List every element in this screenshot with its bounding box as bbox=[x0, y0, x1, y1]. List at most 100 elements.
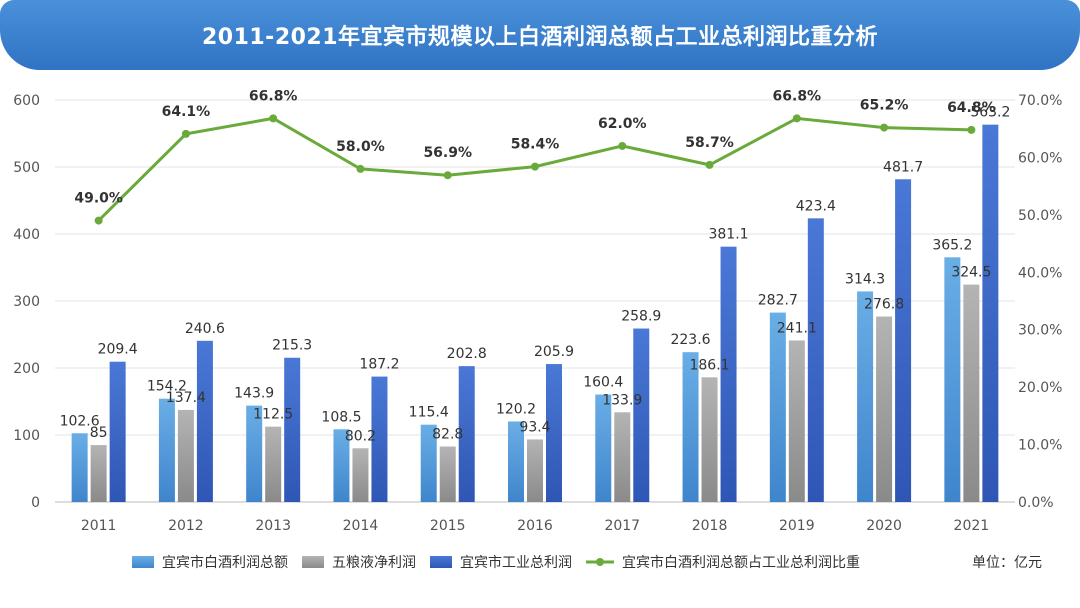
ratio-point bbox=[618, 141, 627, 150]
bar-series-3 bbox=[807, 218, 824, 502]
unit-label: 单位：亿元 bbox=[972, 555, 1042, 571]
bar-label: 108.5 bbox=[321, 409, 361, 425]
bar-label: 80.2 bbox=[345, 428, 376, 444]
bar-label: 209.4 bbox=[98, 342, 138, 358]
bar-series-2 bbox=[963, 284, 980, 502]
bar-label: 120.2 bbox=[496, 401, 536, 417]
ratio-point bbox=[880, 123, 889, 132]
bar-series-1 bbox=[682, 352, 699, 502]
y-right-tick-label: 10.0% bbox=[1018, 438, 1062, 454]
bar-label: 137.4 bbox=[166, 390, 206, 406]
bar-series-3 bbox=[546, 364, 562, 502]
bar-label: 205.9 bbox=[534, 344, 574, 360]
bar-label: 215.3 bbox=[272, 338, 312, 354]
ratio-label: 64.8% bbox=[947, 100, 996, 116]
ratio-point bbox=[269, 114, 278, 123]
y-right-tick-label: 60.0% bbox=[1018, 150, 1062, 166]
bar-label: 202.8 bbox=[447, 346, 487, 362]
bar-label: 314.3 bbox=[845, 271, 885, 287]
bar-label: 93.4 bbox=[519, 419, 550, 435]
bar-series-3 bbox=[196, 340, 213, 502]
ratio-label: 62.0% bbox=[598, 116, 647, 132]
bar-label: 160.4 bbox=[583, 375, 623, 391]
bar-label: 365.2 bbox=[932, 237, 972, 253]
bar-series-2 bbox=[265, 426, 282, 502]
y-left-tick-label: 300 bbox=[13, 294, 40, 310]
title-banner: 2011-2021年宜宾市规模以上白酒利润总额占工业总利润比重分析 bbox=[0, 0, 1080, 70]
y-left-tick-label: 600 bbox=[13, 93, 40, 109]
y-right-tick-label: 30.0% bbox=[1018, 323, 1062, 339]
y-right-tick-label: 0.0% bbox=[1018, 495, 1054, 511]
bar-label: 115.4 bbox=[409, 405, 449, 421]
bar-series-2 bbox=[527, 439, 543, 502]
legend-label: 五粮液净利润 bbox=[332, 555, 416, 571]
bar-series-2 bbox=[439, 446, 456, 502]
bar-labels: 102.6 154.2 143.9 108.5 115.4 120.2 160.4 223.6… bbox=[60, 105, 1011, 445]
bar-label: 187.2 bbox=[359, 357, 399, 373]
y-left-tick-label: 400 bbox=[13, 227, 40, 243]
ratio-label: 58.7% bbox=[685, 135, 734, 151]
legend-label: 宜宾市工业总利润 bbox=[460, 554, 572, 571]
bar-label: 324.5 bbox=[951, 265, 991, 281]
bar-series-1 bbox=[508, 421, 524, 502]
legend-swatch bbox=[302, 556, 324, 568]
bar-label: 240.6 bbox=[185, 321, 225, 337]
legend-swatch bbox=[430, 556, 452, 568]
ratio-point bbox=[356, 164, 365, 173]
bar-label: 481.7 bbox=[883, 159, 923, 175]
bar-series-1 bbox=[944, 257, 961, 502]
y-right-tick-label: 40.0% bbox=[1018, 265, 1062, 281]
bar-series-1 bbox=[71, 433, 88, 502]
ratio-label: 66.8% bbox=[249, 88, 298, 104]
bar-label: 112.5 bbox=[253, 407, 293, 423]
y-left-tick-label: 0 bbox=[31, 495, 40, 511]
bar-series-1 bbox=[158, 398, 175, 502]
legend-line-marker bbox=[596, 558, 604, 566]
y-left-tick-label: 100 bbox=[13, 428, 40, 444]
bar-series-3 bbox=[982, 124, 999, 502]
ratio-point bbox=[443, 171, 452, 180]
ratio-point bbox=[531, 162, 539, 171]
bar-series-2 bbox=[876, 316, 893, 502]
bar-label: 154.2 bbox=[147, 379, 187, 395]
y-right-tick-label: 70.0% bbox=[1018, 93, 1062, 109]
ratio-label: 49.0% bbox=[74, 191, 123, 207]
x-tick-label: 2014 bbox=[343, 518, 379, 534]
y-right-tick-label: 20.0% bbox=[1018, 380, 1062, 396]
bar-series-2 bbox=[788, 340, 805, 502]
ratio-point bbox=[181, 129, 190, 138]
bar-label: 282.7 bbox=[758, 293, 798, 309]
legend-label: 宜宾市白酒利润总额占工业总利润比重 bbox=[622, 554, 860, 571]
bar-series-1 bbox=[857, 291, 874, 502]
bar-series-3 bbox=[371, 376, 388, 502]
x-tick-label: 2013 bbox=[255, 518, 291, 534]
ratio-label: 64.1% bbox=[162, 104, 211, 120]
bar-series-2 bbox=[177, 409, 194, 502]
bar-series-3 bbox=[458, 366, 475, 502]
x-tick-label: 2017 bbox=[604, 518, 640, 534]
x-tick-label: 2012 bbox=[168, 518, 204, 534]
bar-series-1 bbox=[333, 429, 350, 502]
grid-lines bbox=[55, 99, 1015, 503]
legend-label: 宜宾市白酒利润总额 bbox=[162, 554, 288, 571]
bar-series-1 bbox=[769, 312, 786, 502]
x-tick-label: 2020 bbox=[866, 518, 902, 534]
ratio-label: 58.0% bbox=[336, 139, 385, 155]
ratio-point bbox=[705, 160, 714, 169]
bar-label: 102.6 bbox=[60, 413, 100, 429]
ratio-label: 65.2% bbox=[860, 98, 909, 114]
y-left-tick-label: 500 bbox=[13, 160, 40, 176]
x-tick-label: 2019 bbox=[779, 518, 815, 534]
ratio-point bbox=[792, 114, 801, 123]
y-right-tick-label: 50.0% bbox=[1018, 208, 1062, 224]
bar-label: 423.4 bbox=[796, 198, 836, 214]
bar-series-3 bbox=[633, 328, 650, 502]
ratio-line: 49.0% 64.1% 66.8% 58.0% 56.9% 58.4% 62.0% 58.7%… bbox=[74, 88, 996, 225]
y-axis-right: 0.0% 10.0% 20.0% 30.0% 40.0% 50.0% 60.0% 70.0% bbox=[1018, 93, 1062, 511]
x-tick-label: 2021 bbox=[954, 518, 990, 534]
legend: 宜宾市白酒利润总额 五粮液净利润 宜宾市工业总利润 宜宾市白酒利润总额占工业总利润比重… bbox=[132, 554, 1042, 571]
x-axis: 2011 2012 2013 2014 2015 2016 2017 2018 2019 2020… bbox=[81, 518, 989, 534]
bar-series-3 bbox=[895, 179, 912, 503]
bar-label: 223.6 bbox=[670, 332, 710, 348]
